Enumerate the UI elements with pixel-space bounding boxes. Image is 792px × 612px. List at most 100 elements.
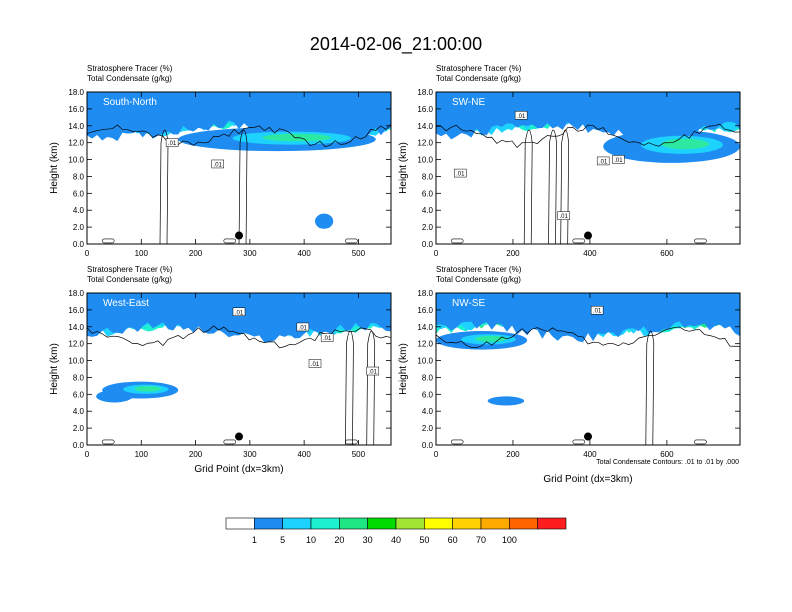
location-marker (584, 231, 592, 240)
panel-header-tracer: Stratosphere Tracer (%) (87, 64, 173, 73)
plot-frame (86, 91, 392, 245)
x-tick-label: 400 (297, 450, 311, 459)
panel-header-condensate: Total Condensate (g/kg) (87, 74, 172, 83)
y-tick-label: 16.0 (417, 306, 433, 315)
surface-contour (101, 238, 115, 244)
condensate-contour (436, 123, 740, 149)
x-tick-label: 300 (243, 450, 257, 459)
panel-header-tracer: Stratosphere Tracer (%) (436, 265, 522, 274)
contour-label-box (557, 211, 570, 220)
panel-header-condensate: Total Condensate (g/kg) (436, 275, 521, 284)
surface-contour (572, 439, 586, 445)
x-tick-label: 100 (135, 450, 149, 459)
panel-name: NW-SE (452, 298, 485, 309)
colorbar-label: 70 (476, 535, 486, 545)
y-tick-label: 2.0 (73, 223, 85, 232)
y-tick-label: 12.0 (417, 340, 433, 349)
y-tick-label: 2.0 (422, 424, 434, 433)
contour-label: .01 (456, 172, 465, 178)
x-tick-label: 200 (506, 249, 520, 258)
y-tick-label: 6.0 (73, 390, 85, 399)
convective-contour (366, 330, 376, 445)
surface-contour (345, 439, 358, 445)
colorbar-label: 10 (306, 535, 316, 545)
tracer-band (436, 293, 740, 343)
tracer-blob-small (487, 396, 525, 406)
y-tick-label: 10.0 (68, 156, 84, 165)
contour-label: .01 (299, 325, 308, 331)
y-tick-label: 10.0 (68, 357, 84, 366)
y-tick-label: 14.0 (68, 122, 84, 131)
y-tick-label: 16.0 (68, 105, 84, 114)
x-tick-label: 500 (352, 450, 366, 459)
contour-label-box (320, 333, 334, 342)
contour-label-box (596, 156, 610, 166)
colorbar-label: 20 (334, 535, 344, 545)
x-tick-label: 400 (297, 249, 311, 258)
y-tick-label: 2.0 (73, 424, 85, 433)
figure-title: 2014-02-06_21:00:00 (310, 34, 482, 55)
y-tick-label: 12.0 (417, 139, 433, 148)
y-tick-label: 10.0 (417, 357, 433, 366)
colorbar-swatch (282, 517, 312, 530)
colorbar-label: 60 (448, 535, 458, 545)
colorbar-swatch (254, 517, 283, 530)
contour-label-box (514, 111, 528, 120)
tracer-band (87, 293, 391, 343)
surface-contour (450, 439, 464, 445)
panel-header-tracer: Stratosphere Tracer (%) (87, 265, 173, 274)
colorbar-label: 30 (363, 535, 373, 545)
x-tick-label: 0 (434, 450, 439, 459)
contour-note: Total Condensate Contours: .01 to .01 by… (596, 459, 739, 466)
contour-label: .01 (593, 309, 602, 315)
x-tick-label: 200 (189, 450, 203, 459)
x-tick-label: 200 (189, 249, 203, 258)
colorbar-swatch (480, 517, 510, 530)
location-marker (235, 432, 243, 441)
y-tick-label: 8.0 (422, 172, 434, 181)
surface-contour (223, 238, 237, 244)
contour-label: .01 (599, 159, 608, 165)
y-tick-label: 18.0 (417, 88, 433, 97)
colorbar-label: 1 (252, 535, 257, 545)
colorbar-swatch (339, 517, 368, 530)
tracer-band (436, 92, 740, 142)
convective-contour (238, 129, 248, 244)
contour-label-box (165, 138, 179, 147)
y-tick-label: 6.0 (73, 189, 85, 198)
colorbar-swatch (367, 517, 397, 530)
y-tick-label: 2.0 (422, 223, 434, 232)
y-tick-label: 18.0 (417, 289, 433, 298)
panel-name: West-East (103, 298, 149, 309)
tracer-field (87, 92, 391, 244)
x-tick-label: 300 (243, 249, 257, 258)
y-tick-label: 18.0 (68, 88, 84, 97)
convective-contour (523, 129, 533, 244)
y-tick-label: 8.0 (422, 373, 434, 382)
y-tick-label: 4.0 (73, 407, 85, 416)
y-tick-label: 16.0 (417, 105, 433, 114)
contour-label: .01 (235, 310, 244, 316)
contour-label-box (454, 168, 467, 178)
contour-label-box (612, 155, 625, 164)
panel-west-east: Stratosphere Tracer (%)Total Condensate … (49, 265, 392, 475)
convective-contour (548, 129, 557, 244)
x-axis-label: Grid Point (dx=3km) (194, 464, 283, 475)
colorbar-label: 50 (419, 535, 429, 545)
surface-contour (694, 439, 707, 445)
panel-sw-ne: Stratosphere Tracer (%)Total Condensate … (398, 64, 741, 258)
y-tick-label: 14.0 (417, 323, 433, 332)
y-tick-label: 4.0 (422, 206, 434, 215)
contour-label: .01 (369, 370, 378, 376)
y-axis-label: Height (km) (49, 142, 60, 194)
y-tick-label: 14.0 (68, 323, 84, 332)
condensate-contour (436, 326, 740, 349)
x-tick-label: 200 (506, 450, 520, 459)
x-tick-label: 100 (135, 249, 149, 258)
convective-contour (560, 129, 570, 244)
panel-nw-se: Stratosphere Tracer (%)Total Condensate … (398, 265, 741, 485)
colorbar-swatch (310, 517, 340, 530)
contour-label: .01 (560, 214, 569, 220)
convective-contour (345, 330, 354, 445)
